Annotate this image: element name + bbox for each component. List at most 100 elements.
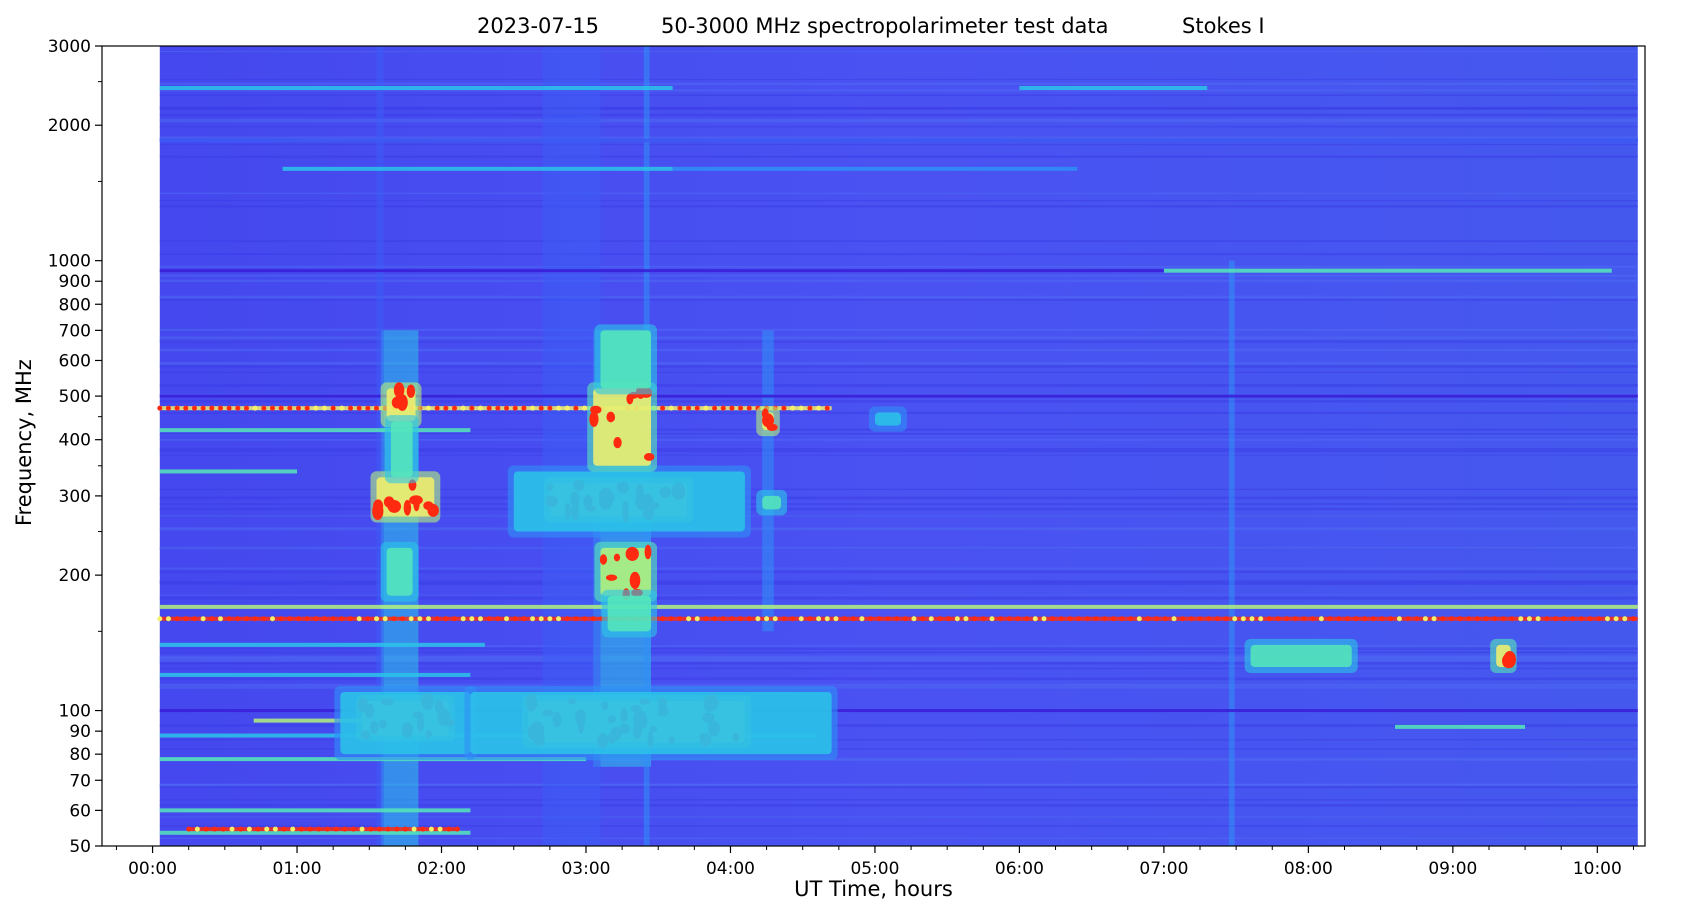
- emission-speckle: [252, 405, 258, 411]
- emission-speckle: [469, 616, 475, 622]
- emission-speckle: [454, 826, 460, 832]
- emission-speckle: [1188, 616, 1194, 622]
- emission-speckle: [209, 616, 215, 622]
- emission-speckle: [824, 616, 830, 622]
- background-texture-band: [159, 503, 1638, 505]
- emission-speckle: [1206, 616, 1212, 622]
- y-tick-label: 2000: [48, 116, 91, 136]
- emission-speckle: [1093, 616, 1099, 622]
- emission-speckle: [408, 616, 414, 622]
- background-texture-band: [159, 143, 1638, 146]
- emission-speckle: [738, 405, 744, 411]
- emission-line: [188, 827, 459, 832]
- emission-speckle: [1119, 616, 1125, 622]
- emission-speckle: [1518, 616, 1524, 622]
- background-texture-band: [159, 433, 1638, 436]
- emission-speckle: [885, 616, 891, 622]
- emission-speckle: [339, 616, 345, 622]
- emission-speckle: [504, 616, 510, 622]
- background-texture-band: [159, 328, 1638, 331]
- emission-speckle: [1240, 616, 1246, 622]
- emission-speckle: [165, 405, 171, 411]
- background-texture-band: [159, 371, 1638, 373]
- y-tick-label: 3000: [48, 37, 91, 57]
- emission-speckle: [660, 616, 666, 622]
- emission-speckle: [1223, 616, 1229, 622]
- emission-speckle: [712, 616, 718, 622]
- emission-speckle: [443, 616, 449, 622]
- x-tick-label: 04:00: [706, 859, 755, 879]
- x-tick-label: 10:00: [1573, 859, 1622, 879]
- emission-speckle: [1249, 616, 1255, 622]
- emission-speckle: [824, 405, 830, 411]
- emission-speckle: [183, 616, 189, 622]
- emission-speckle: [1284, 616, 1290, 622]
- background-texture-band: [159, 50, 1638, 53]
- emission-speckle: [165, 616, 171, 622]
- emission-speckle: [330, 405, 336, 411]
- emission-speckle: [255, 826, 261, 832]
- emission-speckle: [1058, 616, 1064, 622]
- emission-speckle: [313, 405, 319, 411]
- background-texture-band: [159, 448, 1638, 451]
- emission-speckle: [339, 405, 345, 411]
- background-texture-band: [159, 657, 1638, 660]
- x-tick-label: 06:00: [995, 859, 1044, 879]
- emission-speckle: [1102, 616, 1108, 622]
- background-texture-band: [159, 94, 1638, 97]
- y-tick-label: 200: [59, 566, 91, 586]
- background-texture-band: [159, 450, 1638, 453]
- burst-core: [644, 544, 652, 560]
- emission-speckle: [420, 826, 426, 832]
- emission-speckle: [269, 616, 275, 622]
- y-tick-label: 700: [59, 321, 91, 341]
- emission-speckle: [512, 616, 518, 622]
- emission-speckle: [402, 826, 408, 832]
- emission-speckle: [443, 405, 449, 411]
- emission-line: [1163, 268, 1612, 273]
- burst-core: [396, 394, 408, 411]
- emission-speckle: [677, 405, 683, 411]
- burst-core: [406, 384, 416, 398]
- emission-speckle: [212, 826, 218, 832]
- spectrogram-heatmap: [157, 46, 1638, 846]
- emission-speckle: [174, 405, 180, 411]
- emission-speckle: [226, 616, 232, 622]
- emission-speckle: [1032, 616, 1038, 622]
- emission-line: [159, 808, 471, 813]
- emission-speckle: [573, 405, 579, 411]
- emission-speckle: [729, 405, 735, 411]
- background-texture-band: [159, 496, 1638, 500]
- emission-speckle: [538, 405, 544, 411]
- emission-speckle: [547, 616, 553, 622]
- emission-speckle: [928, 616, 934, 622]
- emission-speckle: [382, 616, 388, 622]
- burst-core: [626, 393, 634, 405]
- background-texture-band: [159, 340, 1638, 343]
- plot-frame: [101, 45, 1646, 847]
- emission-speckle: [738, 616, 744, 622]
- burst-region: [874, 412, 901, 426]
- emission-speckle: [703, 405, 709, 411]
- background-texture-band: [159, 570, 1638, 574]
- emission-speckle: [290, 826, 296, 832]
- emission-speckle: [1292, 616, 1298, 622]
- y-tick-label: 50: [69, 837, 91, 857]
- background-texture-band: [159, 546, 1638, 550]
- emission-speckle: [512, 405, 518, 411]
- emission-speckle: [1596, 616, 1602, 622]
- emission-speckle: [269, 405, 275, 411]
- background-texture-band: [159, 647, 1638, 650]
- background-texture-band: [159, 113, 1638, 117]
- chart-title-parameter: Stokes I: [1182, 14, 1265, 38]
- emission-speckle: [1552, 616, 1558, 622]
- emission-speckle: [1483, 616, 1489, 622]
- emission-speckle: [321, 405, 327, 411]
- y-tick-label: 90: [69, 722, 91, 742]
- emission-speckle: [894, 616, 900, 622]
- emission-speckle: [278, 405, 284, 411]
- broadband-column: [376, 46, 384, 846]
- emission-line: [159, 428, 471, 433]
- background-texture-band: [159, 579, 1638, 583]
